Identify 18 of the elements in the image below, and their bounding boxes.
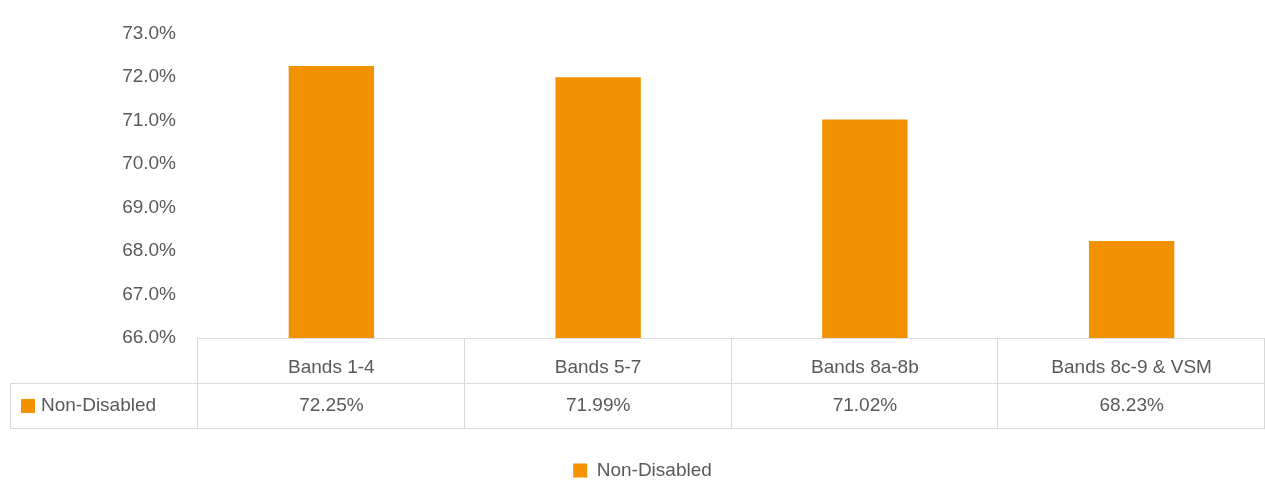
legend-label: Non-Disabled [596, 458, 712, 480]
data-label: 68.23% [1099, 393, 1164, 415]
y-tick-label: 70.0% [122, 152, 177, 174]
y-tick-label: 66.0% [122, 326, 177, 348]
data-label: 71.02% [832, 393, 898, 415]
y-tick-label: 73.0% [122, 21, 177, 43]
x-tick-label: Bands 8a-8b [811, 355, 919, 377]
y-tick-label: 69.0% [122, 195, 177, 217]
y-tick-label: 72.0% [122, 65, 177, 87]
text: Non-Disabled [41, 393, 157, 415]
y-tick-label: 71.0% [122, 108, 177, 130]
y-tick-label: 67.0% [122, 282, 177, 304]
y-tick-label: 68.0% [122, 239, 177, 261]
data-label: 72.25% [299, 393, 364, 415]
x-tick-label: Bands 5-7 [554, 355, 642, 377]
data-label: 71.99% [565, 393, 631, 415]
x-tick-label: Bands 8c-9 & VSM [1051, 355, 1212, 377]
x-tick-label: Bands 1-4 [288, 355, 376, 377]
